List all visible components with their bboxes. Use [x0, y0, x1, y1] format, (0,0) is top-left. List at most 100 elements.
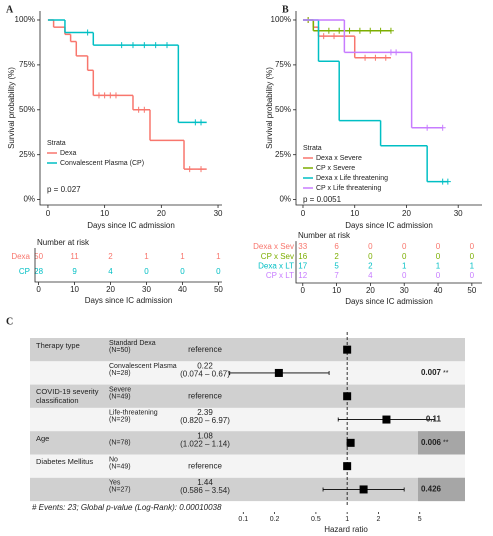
- censor-mark: [107, 92, 114, 99]
- risk-count: 0: [144, 267, 149, 276]
- risk-count: 0: [470, 242, 475, 251]
- p-cell: [418, 477, 465, 502]
- hr-point: [343, 392, 352, 401]
- variable-cell: Therapy type: [36, 341, 80, 350]
- risk-count: 28: [34, 267, 43, 276]
- variable-cell: COVID-19 severity classification: [36, 387, 99, 405]
- risk-count: 0: [402, 252, 407, 261]
- p-value: p = 0.027: [47, 185, 81, 194]
- row-band: [30, 454, 465, 478]
- censor-mark: [192, 119, 199, 126]
- censor-mark: [84, 29, 91, 36]
- panel-label: A: [6, 4, 14, 15]
- censor-mark: [393, 49, 400, 56]
- risk-count: 1: [216, 252, 221, 261]
- y-tick-label: 50%: [19, 105, 35, 114]
- x-tick-label: 1: [345, 516, 349, 523]
- estimate-label: reference: [188, 345, 222, 354]
- row-band: [30, 407, 465, 432]
- x-tick-label: 30: [214, 209, 223, 218]
- risk-count: 0: [470, 252, 475, 261]
- risk-count: 9: [72, 267, 77, 276]
- hr-point: [346, 438, 355, 447]
- risk-count: 2: [334, 252, 339, 261]
- legend-label: CP x Severe: [316, 165, 355, 172]
- risk-x-tick-label: 0: [301, 286, 306, 295]
- n-label: (N=49): [109, 463, 131, 470]
- x-tick-label: 10: [350, 209, 359, 218]
- estimate-label: 1.08: [197, 431, 213, 440]
- x-tick-label: 0.1: [238, 516, 248, 523]
- risk-x-tick-label: 50: [214, 285, 223, 294]
- risk-x-axis-label: Days since IC admission: [85, 296, 173, 305]
- risk-count: 0: [216, 267, 221, 276]
- censor-mark: [444, 178, 451, 185]
- row-band: [30, 338, 465, 362]
- risk-count: 4: [108, 267, 113, 276]
- x-axis-label: Days since IC admission: [87, 221, 175, 230]
- risk-x-tick-label: 10: [332, 286, 341, 295]
- risk-count: 0: [402, 271, 407, 280]
- censor-mark: [377, 27, 384, 34]
- variable-label: Age: [36, 433, 50, 443]
- row-band: [30, 477, 465, 502]
- risk-x-tick-label: 20: [366, 286, 375, 295]
- censor-mark: [164, 42, 171, 49]
- hr-point: [382, 415, 391, 424]
- risk-x-tick-label: 10: [70, 285, 79, 294]
- p-stars: **: [443, 440, 449, 447]
- p-value: 0.006: [421, 438, 442, 447]
- censor-mark: [387, 49, 394, 56]
- risk-count: 17: [298, 262, 307, 271]
- legend-title: Strata: [47, 140, 66, 147]
- p-stars: **: [443, 370, 449, 377]
- p-cell: [418, 431, 465, 455]
- ci-label: (0.586 – 3.54): [180, 486, 230, 495]
- level-label: Life-threatening: [109, 410, 158, 417]
- risk-count: 2: [368, 262, 373, 271]
- ci-label: (0.820 – 6.97): [180, 416, 230, 425]
- risk-count: 0: [436, 252, 441, 261]
- censor-mark: [95, 92, 102, 99]
- n-label: (N=27): [109, 487, 131, 494]
- risk-count: 0: [402, 242, 407, 251]
- risk-x-tick-label: 30: [400, 286, 409, 295]
- level-label: Yes: [109, 480, 121, 487]
- risk-count: 11: [70, 252, 79, 261]
- risk-x-tick-label: 30: [142, 285, 151, 294]
- legend-label: CP x Life threatening: [316, 185, 381, 192]
- panel-label: B: [282, 4, 289, 15]
- y-tick-label: 100%: [271, 15, 291, 24]
- risk-row-label: Dexa: [11, 252, 30, 261]
- x-tick-label: 10: [100, 209, 109, 218]
- risk-x-tick-label: 40: [178, 285, 187, 294]
- x-axis-label: Hazard ratio: [324, 525, 368, 534]
- estimate-label: 0.22: [197, 361, 213, 370]
- censor-mark: [135, 106, 142, 113]
- risk-count: 1: [180, 252, 185, 261]
- censor-mark: [356, 27, 363, 34]
- risk-count: 7: [334, 271, 339, 280]
- legend-label: Dexa x Severe: [316, 155, 362, 162]
- hr-point: [274, 368, 283, 377]
- p-value: 0.11: [426, 415, 442, 424]
- censor-mark: [152, 42, 159, 49]
- censor-mark: [424, 124, 431, 131]
- y-tick-label: 50%: [275, 105, 291, 114]
- risk-axes: [34, 248, 222, 283]
- ci-label: (0.074 – 0.67): [180, 369, 230, 378]
- y-tick-label: 75%: [19, 60, 35, 69]
- x-axis-label: Days since IC admission: [345, 221, 433, 230]
- row-band: [30, 384, 465, 408]
- estimate-label: 1.44: [197, 478, 213, 487]
- risk-x-axis-label: Days since IC admission: [345, 297, 433, 306]
- x-tick-label: 30: [454, 209, 463, 218]
- risk-x-tick-label: 0: [36, 285, 41, 294]
- risk-count: 0: [180, 267, 185, 276]
- risk-count: 12: [298, 271, 307, 280]
- censor-mark: [186, 166, 193, 173]
- n-label: (N=29): [109, 417, 131, 424]
- estimate-label: 2.39: [197, 408, 213, 417]
- y-tick-label: 75%: [275, 60, 291, 69]
- censor-mark: [118, 42, 125, 49]
